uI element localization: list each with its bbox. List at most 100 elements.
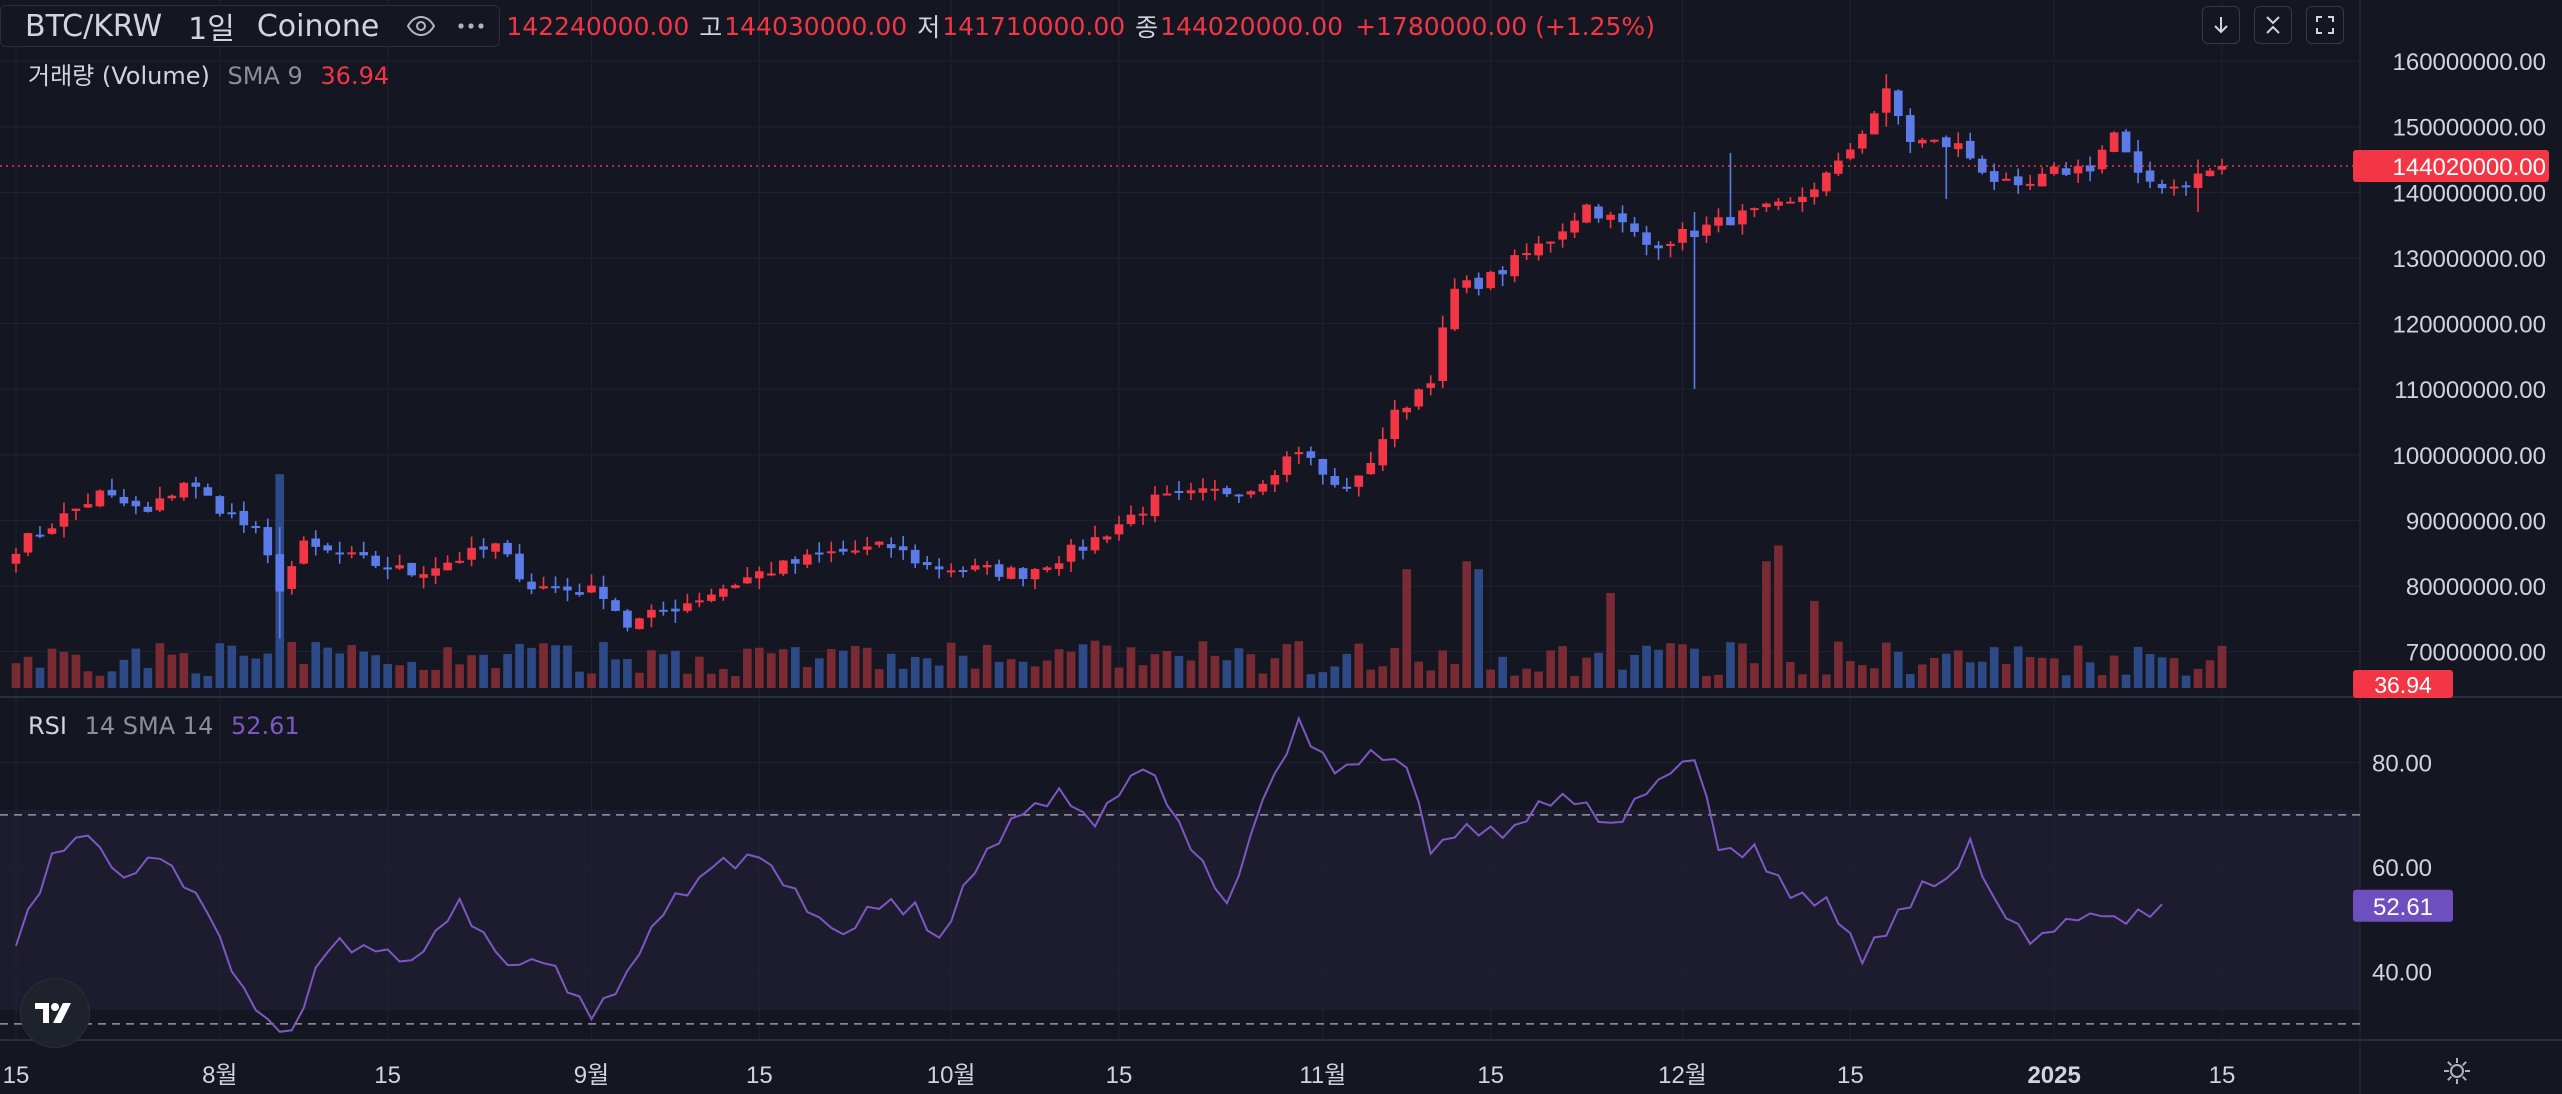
volume-legend[interactable]: 거래량 (Volume) SMA 9 36.94	[28, 56, 389, 91]
tradingview-logo[interactable]	[20, 978, 90, 1048]
candle-body	[1270, 475, 1280, 485]
volume-bar	[1714, 674, 1723, 688]
symbol-name[interactable]: BTC/KRW	[25, 8, 163, 44]
exchange-label: Coinone	[256, 8, 380, 44]
volume-bar	[359, 651, 368, 688]
volume-bar	[1030, 666, 1040, 688]
candle-body	[1030, 568, 1040, 580]
candle-body	[1438, 327, 1448, 381]
candle-body	[1965, 140, 1975, 159]
volume-bar	[1750, 663, 1759, 688]
volume-bar	[1198, 641, 1208, 688]
low-value: 141710000.00	[942, 11, 1126, 41]
candle-body	[287, 566, 297, 589]
volume-bar	[1426, 670, 1436, 688]
volume-bar	[2049, 658, 2059, 688]
interval-label[interactable]: 1일	[188, 12, 235, 47]
candle-body	[1606, 214, 1615, 220]
candle-body	[1774, 201, 1783, 206]
candle-body	[611, 600, 620, 611]
candle-body	[311, 538, 321, 547]
price-axis-label: 160000000.00	[2393, 49, 2547, 76]
volume-bar	[107, 671, 117, 688]
volume-bar	[1881, 642, 1891, 688]
volume-bar	[239, 655, 249, 688]
candle-body	[958, 570, 968, 573]
volume-bar	[1606, 592, 1615, 688]
volume-bar	[179, 653, 189, 688]
volume-bar	[527, 647, 536, 688]
candle-body	[802, 554, 812, 565]
volume-bar	[1762, 561, 1771, 688]
volume-bar	[251, 658, 261, 688]
candle-body	[1690, 230, 1699, 238]
volume-bar	[1786, 661, 1795, 688]
gear-icon[interactable]	[2442, 1056, 2472, 1086]
price-axis-label: 80000000.00	[2406, 574, 2546, 601]
candle-body	[1462, 280, 1472, 288]
volume-bar	[970, 668, 980, 688]
volume-bar	[383, 664, 392, 688]
volume-bar	[35, 667, 45, 688]
volume-bar	[1870, 668, 1879, 688]
candle-body	[2133, 151, 2143, 173]
volume-bar	[1666, 643, 1675, 688]
candle-body	[1078, 546, 1088, 551]
volume-bar	[1066, 651, 1076, 688]
candle-body	[1738, 210, 1747, 225]
eye-icon[interactable]	[403, 8, 439, 44]
rsi-axis-label: 40.00	[2372, 960, 2432, 987]
volume-bar	[1498, 656, 1507, 688]
volume-legend-name: 거래량 (Volume)	[28, 62, 210, 90]
candle-body	[155, 498, 165, 511]
candle-body	[2097, 149, 2107, 170]
time-axis-label: 9월	[574, 1062, 609, 1089]
arrow-down-icon[interactable]	[2202, 6, 2240, 44]
volume-bar	[1186, 660, 1196, 688]
volume-bar	[946, 642, 956, 688]
candle-body	[1210, 488, 1220, 491]
candle-body	[2073, 166, 2083, 174]
candle-body	[1558, 231, 1567, 240]
candle-body	[47, 528, 57, 534]
volume-bar	[1210, 655, 1220, 688]
volume-bar	[1342, 653, 1352, 688]
change-value: +1780000.00 (+1.25%)	[1355, 11, 1655, 41]
fullscreen-icon[interactable]	[2306, 6, 2344, 44]
price-axis-label: 70000000.00	[2406, 640, 2546, 667]
volume-bar	[311, 642, 321, 688]
candle-body	[131, 500, 141, 507]
candle-body	[1174, 491, 1184, 494]
volume-bar	[1546, 650, 1555, 688]
volume-bar	[958, 655, 968, 688]
volume-bar	[1414, 661, 1424, 688]
candle-body	[191, 482, 201, 487]
volume-bar	[227, 645, 237, 688]
candle-body	[1582, 204, 1591, 223]
candle-body	[1066, 544, 1076, 562]
volume-bar	[934, 665, 944, 688]
candle-body	[1390, 409, 1400, 439]
volume-badge-text: 36.94	[2374, 672, 2432, 698]
rsi-legend[interactable]: RSI 14 SMA 14 52.61	[28, 712, 300, 740]
candle-body	[467, 547, 476, 560]
candle-body	[1858, 133, 1867, 149]
more-icon[interactable]	[453, 8, 489, 44]
candle-body	[1846, 149, 1855, 159]
candle-body	[635, 618, 644, 630]
volume-bar	[587, 673, 596, 688]
candle-body	[479, 546, 488, 550]
volume-bar	[2109, 655, 2119, 688]
volume-bar	[1354, 643, 1364, 688]
collapse-icon[interactable]	[2254, 6, 2292, 44]
volume-bar	[1582, 657, 1591, 688]
candle-body	[263, 527, 273, 556]
volume-bar	[59, 651, 69, 688]
volume-bar	[347, 645, 357, 688]
volume-bar	[1306, 674, 1316, 688]
candle-body	[814, 552, 824, 555]
candle-body	[1054, 563, 1064, 569]
symbol-box[interactable]: BTC/KRW 1일 Coinone	[0, 5, 501, 47]
